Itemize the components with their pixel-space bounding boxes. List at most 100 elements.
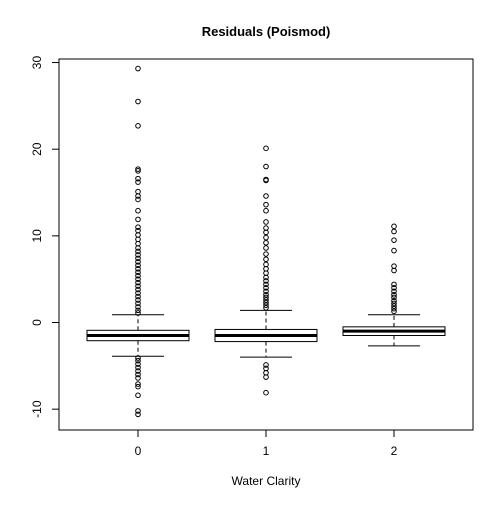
- outlier-point: [391, 305, 397, 312]
- outlier-point: [263, 274, 269, 281]
- outlier-point: [391, 308, 397, 315]
- outlier-point: [391, 298, 397, 304]
- outlier-point: [135, 98, 141, 105]
- outlier-point: [263, 288, 269, 295]
- outlier-point: [135, 293, 141, 300]
- x-tick-label: 0: [135, 444, 142, 458]
- y-tick-label: 0: [30, 319, 44, 326]
- outlier-point: [263, 285, 269, 291]
- outlier-point: [135, 193, 141, 199]
- outlier-point: [263, 234, 269, 241]
- outlier-point: [391, 267, 397, 274]
- outlier-point: [135, 276, 141, 282]
- outlier-point: [135, 364, 141, 371]
- outlier-point: [391, 228, 397, 235]
- outlier-point: [263, 297, 269, 303]
- outlier-point: [135, 272, 141, 279]
- outlier-point: [135, 166, 141, 172]
- outlier-point: [135, 307, 141, 314]
- outlier-point: [135, 248, 141, 255]
- outlier-point: [263, 193, 269, 199]
- outlier-point: [263, 281, 269, 288]
- outlier-point: [135, 300, 141, 307]
- outlier-point: [135, 255, 141, 262]
- outlier-point: [391, 223, 397, 230]
- outlier-point: [263, 374, 269, 380]
- outlier-point: [135, 381, 141, 387]
- outlier-point: [135, 375, 141, 381]
- outlier-point: [263, 229, 269, 236]
- outlier-point: [391, 303, 397, 309]
- box-group-1: [214, 145, 318, 396]
- outlier-point: [263, 239, 269, 246]
- outlier-point: [135, 262, 141, 269]
- outlier-point: [263, 291, 269, 298]
- outlier-point: [135, 290, 141, 296]
- outlier-point: [263, 177, 269, 184]
- outlier-point: [263, 201, 269, 208]
- x-axis-title: Water Clarity: [232, 474, 301, 488]
- outlier-point: [135, 65, 141, 72]
- outlier-point: [391, 288, 397, 295]
- outlier-point: [135, 207, 141, 214]
- x-tick-label: 1: [263, 444, 270, 458]
- y-axis: -10 0 10 20 30: [30, 56, 59, 418]
- outlier-point: [263, 207, 269, 214]
- outlier-point: [135, 269, 141, 276]
- outlier-point: [135, 196, 141, 203]
- outlier-point: [135, 224, 141, 230]
- outlier-point: [135, 310, 141, 316]
- outlier-point: [135, 368, 141, 374]
- box-group-0: [86, 65, 190, 418]
- outlier-point: [135, 279, 141, 286]
- outlier-point: [135, 175, 141, 182]
- outlier-point: [263, 245, 269, 251]
- x-axis: 0 1 2: [135, 430, 398, 458]
- outlier-point: [135, 259, 141, 265]
- outlier-point: [135, 252, 141, 258]
- outlier-point: [135, 408, 141, 414]
- outlier-point: [135, 265, 141, 272]
- outlier-point: [135, 304, 141, 310]
- outlier-point: [135, 286, 141, 293]
- outlier-point: [135, 283, 141, 289]
- outlier-point: [135, 383, 141, 390]
- box-group-2: [342, 223, 446, 347]
- boxplot-series: [86, 65, 446, 418]
- x-tick-label: 2: [391, 444, 398, 458]
- outlier-point: [135, 122, 141, 129]
- outlier-point: [391, 237, 397, 243]
- outlier-point: [391, 291, 397, 298]
- outlier-point: [135, 297, 141, 303]
- outlier-point: [263, 362, 269, 368]
- outlier-point: [391, 247, 397, 254]
- outlier-point: [135, 168, 141, 174]
- outlier-point: [391, 281, 397, 288]
- outlier-point: [263, 256, 269, 263]
- y-tick-label: 20: [30, 142, 44, 156]
- outlier-point: [135, 361, 141, 367]
- outlier-point: [263, 389, 269, 396]
- outlier-point: [135, 179, 141, 185]
- outlier-point: [391, 294, 397, 301]
- outlier-point: [263, 219, 269, 225]
- outlier-point: [135, 411, 141, 418]
- outlier-point: [263, 294, 269, 301]
- outlier-point: [135, 245, 141, 251]
- outlier-point: [135, 371, 141, 378]
- outlier-point: [391, 285, 397, 291]
- outlier-point: [391, 300, 397, 307]
- outlier-point: [263, 145, 269, 152]
- outlier-point: [263, 302, 269, 308]
- outlier-point: [135, 216, 141, 223]
- y-tick-label: 30: [30, 56, 44, 70]
- outlier-point: [135, 392, 141, 399]
- y-tick-label: -10: [30, 400, 44, 418]
- outlier-point: [263, 163, 269, 170]
- outlier-point: [135, 357, 141, 364]
- outlier-point: [263, 278, 269, 284]
- y-tick-label: 10: [30, 229, 44, 243]
